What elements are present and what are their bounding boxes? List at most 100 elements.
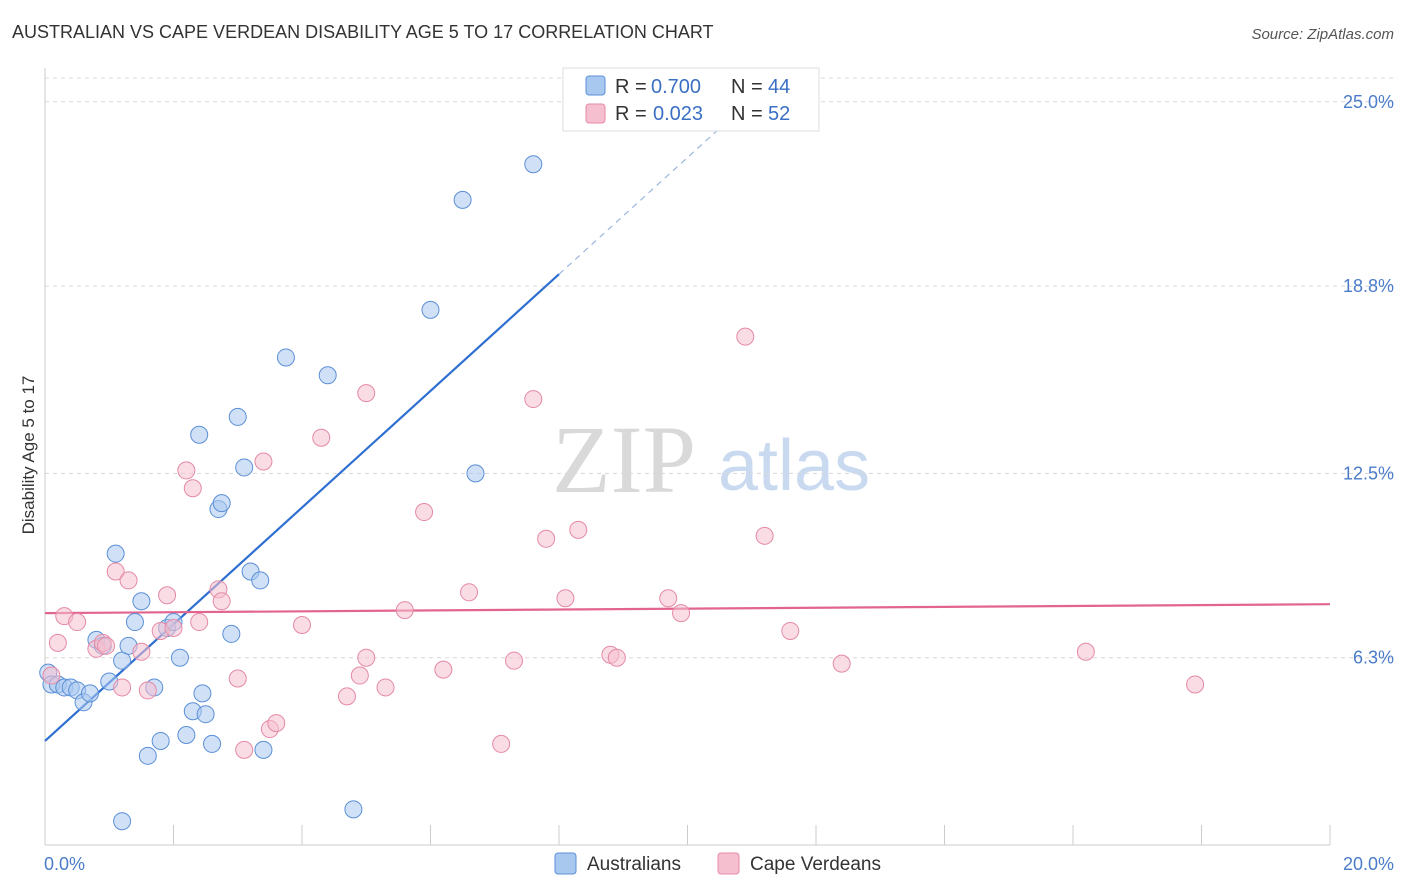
trend-line-australians [44, 273, 560, 742]
watermark-atlas: atlas [718, 426, 870, 506]
axes: 6.3% 12.5% 18.8% 25.0% [44, 68, 1394, 846]
data-point-cape-verdeans [415, 503, 434, 522]
data-point-cape-verdeans [158, 586, 177, 605]
legend-n-value-1: 44 [768, 76, 790, 98]
data-point-australians [421, 300, 440, 319]
bottom-legend-swatch-australians [554, 852, 577, 875]
y-tick-label: 6.3% [1353, 648, 1394, 668]
legend-r-value-1: 0.700 [651, 76, 701, 98]
legend-box [562, 67, 820, 132]
data-point-australians [344, 800, 363, 819]
data-point-cape-verdeans [267, 714, 286, 733]
legend-r-label-2: R = [615, 103, 647, 125]
data-point-cape-verdeans [183, 479, 202, 498]
watermark-zip: ZIP [552, 406, 696, 513]
legend-n-label-1: N = [731, 76, 763, 98]
data-point-australians [254, 740, 273, 759]
data-point-cape-verdeans [119, 571, 138, 590]
y-tick-label: 12.5% [1343, 463, 1394, 483]
data-point-australians [151, 731, 170, 750]
data-point-australians [106, 544, 125, 563]
data-point-cape-verdeans [376, 678, 395, 697]
data-point-cape-verdeans [434, 660, 453, 679]
data-point-australians [222, 624, 241, 643]
data-point-australians [113, 651, 132, 670]
data-point-australians [177, 726, 196, 745]
data-point-cape-verdeans [395, 601, 414, 620]
data-point-australians [125, 613, 144, 632]
data-point-australians [138, 746, 157, 765]
data-point-australians [251, 571, 270, 590]
trend-extension-australians [558, 127, 721, 275]
data-point-cape-verdeans [106, 562, 125, 581]
data-point-australians [318, 366, 337, 385]
data-point-cape-verdeans [569, 520, 588, 539]
data-point-cape-verdeans [48, 633, 67, 652]
data-point-cape-verdeans [113, 678, 132, 697]
data-point-cape-verdeans [42, 666, 61, 685]
legend-n-value-2: 52 [768, 103, 790, 125]
data-point-cape-verdeans [524, 390, 543, 409]
data-point-cape-verdeans [1076, 642, 1095, 661]
y-tick-label: 25.0% [1343, 92, 1394, 112]
data-point-cape-verdeans [228, 669, 247, 688]
data-point-cape-verdeans [97, 636, 116, 655]
data-point-australians [190, 425, 209, 444]
legend-swatch-cape-verdeans [585, 103, 606, 124]
data-point-australians [193, 684, 212, 703]
legend-swatch-australians [585, 75, 606, 96]
x-tick-label-min: 0.0% [44, 854, 85, 874]
bottom-legend-label-cape-verdeans: Cape Verdeans [750, 854, 881, 875]
chart-source: Source: ZipAtlas.com [1251, 26, 1394, 43]
data-point-cape-verdeans [293, 616, 311, 635]
data-point-cape-verdeans [832, 654, 851, 673]
data-point-cape-verdeans [1186, 675, 1205, 694]
data-point-australians [235, 458, 254, 477]
data-point-cape-verdeans [357, 648, 376, 667]
legend-n-label-2: N = [731, 103, 763, 125]
data-point-cape-verdeans [736, 327, 755, 346]
data-point-australians [276, 348, 295, 367]
data-point-cape-verdeans [212, 592, 231, 611]
data-point-australians [80, 684, 99, 703]
data-point-australians [466, 464, 485, 483]
data-point-cape-verdeans [755, 526, 774, 545]
data-point-australians [212, 494, 231, 513]
data-point-cape-verdeans [672, 604, 691, 623]
data-point-cape-verdeans [607, 648, 626, 667]
y-tick-label: 18.8% [1343, 276, 1394, 296]
data-point-australians [203, 734, 222, 753]
watermark: ZIP atlas [552, 406, 870, 513]
data-point-cape-verdeans [357, 384, 376, 403]
data-points [39, 155, 1205, 831]
data-point-cape-verdeans [350, 666, 369, 685]
data-point-cape-verdeans [177, 461, 196, 480]
chart-title: AUSTRALIAN VS CAPE VERDEAN DISABILITY AG… [12, 22, 714, 42]
y-axis-title: Disability Age 5 to 17 [19, 376, 38, 535]
data-point-australians [453, 190, 472, 209]
data-point-cape-verdeans [556, 589, 575, 608]
data-point-australians [170, 648, 189, 667]
data-point-australians [196, 705, 215, 724]
legend-r-value-2: 0.023 [653, 103, 703, 125]
data-point-cape-verdeans [254, 452, 273, 471]
data-point-cape-verdeans [312, 428, 331, 447]
data-point-cape-verdeans [505, 651, 524, 670]
data-point-australians [132, 592, 151, 611]
bottom-legend-swatch-cape-verdeans [717, 852, 740, 875]
data-point-cape-verdeans [460, 583, 479, 602]
data-point-cape-verdeans [138, 681, 157, 700]
data-point-australians [524, 155, 543, 174]
x-tick-label-max: 20.0% [1343, 854, 1394, 874]
data-point-cape-verdeans [537, 529, 556, 548]
legend-r-label-1: R = [615, 76, 647, 98]
data-point-cape-verdeans [235, 740, 254, 759]
data-point-australians [113, 812, 132, 831]
bottom-legend: Australians Cape Verdeans [554, 852, 881, 875]
data-point-cape-verdeans [337, 687, 356, 706]
data-point-australians [228, 407, 247, 426]
data-point-cape-verdeans [781, 621, 800, 640]
data-point-cape-verdeans [492, 734, 511, 753]
data-point-cape-verdeans [164, 618, 183, 637]
